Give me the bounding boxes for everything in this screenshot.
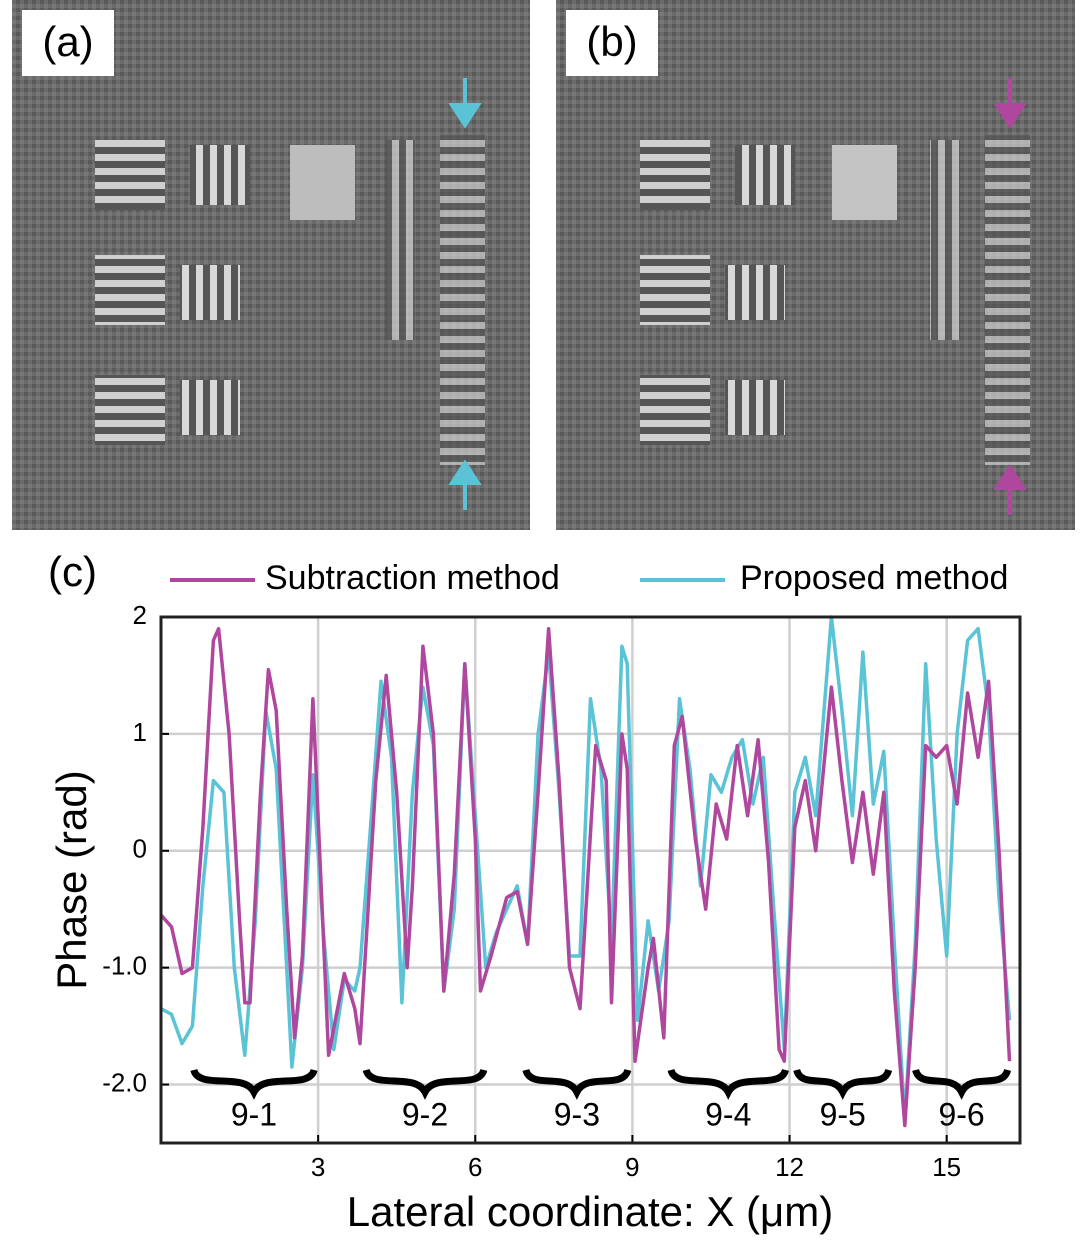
group-label: 9-1 <box>231 1096 277 1132</box>
x-tick-label: 9 <box>625 1152 639 1182</box>
y-tick-label: -1.0 <box>102 951 147 981</box>
y-tick-label: -2.0 <box>102 1067 147 1097</box>
brace <box>362 1068 488 1100</box>
image-b <box>556 0 1075 530</box>
plot-frame <box>159 615 1022 1145</box>
group-label: 9-4 <box>705 1096 751 1132</box>
group-label: 9-5 <box>820 1096 866 1132</box>
brace <box>522 1068 632 1100</box>
brace <box>912 1068 1012 1100</box>
y-tick-label: 0 <box>133 834 147 864</box>
x-tick-label: 6 <box>468 1152 482 1182</box>
x-tick-label: 15 <box>932 1152 961 1182</box>
x-axis-label: Lateral coordinate: X (μm) <box>347 1188 833 1235</box>
brace <box>190 1068 318 1100</box>
brace <box>793 1068 893 1100</box>
image-a <box>12 0 530 530</box>
panel-label: (c) <box>48 548 97 595</box>
y-axis-label: Phase (rad) <box>48 770 95 989</box>
group-label: 9-2 <box>402 1096 448 1132</box>
panel-label: (b) <box>586 18 637 65</box>
y-tick-label: 2 <box>133 600 147 630</box>
x-tick-label: 3 <box>311 1152 325 1182</box>
x-tick-label: 12 <box>775 1152 804 1182</box>
group-label: 9-3 <box>554 1096 600 1132</box>
brace <box>667 1068 789 1100</box>
legend-label: Subtraction method <box>265 559 560 597</box>
data-line <box>159 626 1012 1128</box>
panel-label: (a) <box>42 18 93 65</box>
legend-label: Proposed method <box>740 559 1008 597</box>
y-tick-label: 1 <box>133 717 147 747</box>
group-label: 9-6 <box>938 1096 984 1132</box>
data-line <box>160 615 1012 1122</box>
